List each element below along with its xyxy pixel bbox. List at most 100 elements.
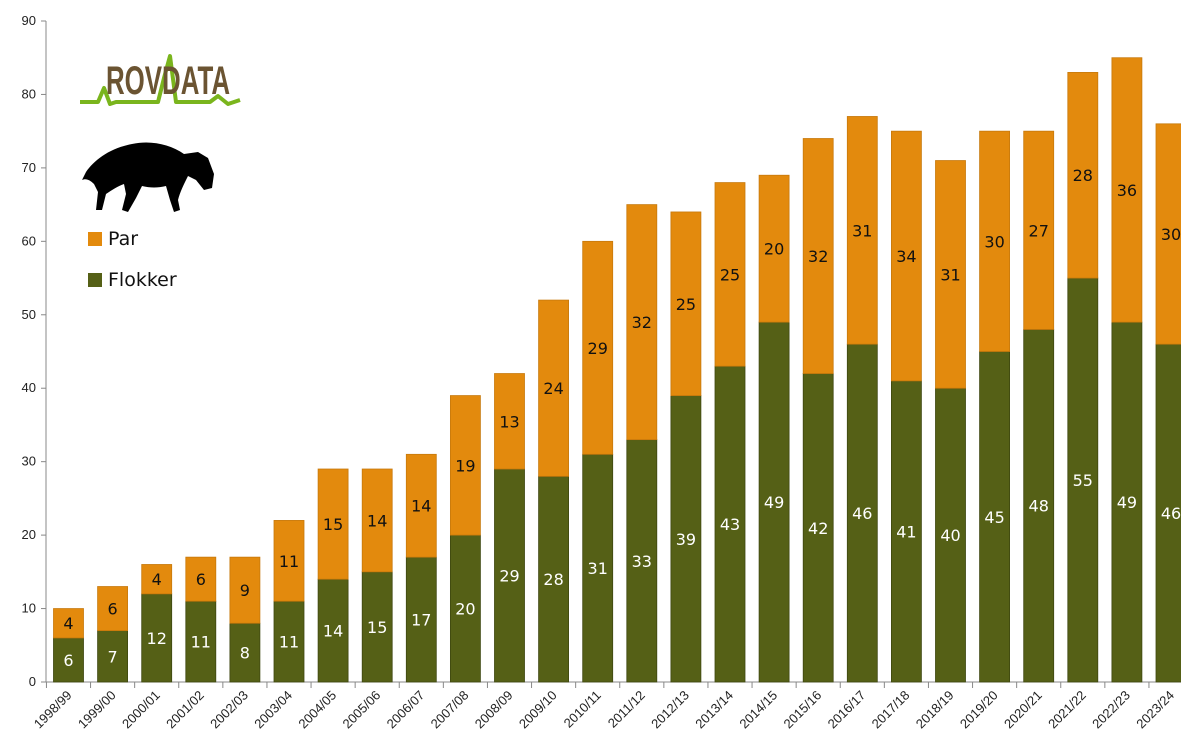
data-label-par: 4 (152, 570, 162, 589)
x-tick-label: 2022/23 (1089, 688, 1133, 732)
data-label-par: 27 (1029, 221, 1049, 240)
bar-flokker (1155, 343, 1181, 683)
data-label-par: 30 (984, 232, 1004, 251)
bar-flokker (229, 622, 261, 683)
data-label-flokker: 31 (588, 559, 608, 578)
data-label-par: 6 (108, 600, 118, 619)
data-label-par: 19 (455, 456, 475, 475)
bar-flokker (670, 395, 702, 683)
x-tick-label: 2021/22 (1045, 688, 1089, 732)
logo-text: ROVDATA (106, 59, 230, 103)
data-label-flokker: 45 (984, 508, 1004, 527)
bar-par (626, 204, 658, 441)
data-label-flokker: 42 (808, 519, 828, 538)
bar-par (53, 608, 84, 639)
y-tick-label: 40 (22, 380, 36, 395)
bar-par (1067, 72, 1099, 279)
bar-par (714, 182, 746, 367)
x-tick-label: 2004/05 (295, 688, 339, 732)
legend: Par Flokker (88, 228, 177, 310)
y-tick-label: 60 (22, 233, 36, 248)
bar-par (361, 468, 393, 573)
x-tick-label: 2005/06 (339, 688, 383, 732)
x-tick-label: 2011/12 (605, 688, 648, 731)
x-tick-label: 2009/10 (516, 688, 560, 732)
legend-swatch-par (88, 232, 102, 246)
x-tick-label: 2010/11 (561, 688, 604, 731)
y-tick-label: 50 (22, 307, 36, 322)
y-tick-label: 90 (22, 13, 36, 28)
bar-par (979, 130, 1010, 352)
x-tick-label: 2013/14 (692, 688, 736, 732)
data-label-par: 9 (240, 581, 250, 600)
bar-par (449, 395, 481, 536)
x-tick-label: 1998/99 (31, 688, 75, 732)
bar-flokker (494, 468, 525, 683)
data-label-par: 13 (499, 412, 519, 431)
data-label-flokker: 33 (632, 552, 652, 571)
bar-flokker (626, 439, 658, 683)
x-tick-label: 2017/18 (869, 688, 913, 732)
wolf-icon (82, 142, 214, 212)
legend-label-par: Par (108, 228, 139, 250)
bar-par (1111, 57, 1143, 323)
legend-item-par: Par (88, 228, 177, 250)
data-label-flokker: 55 (1073, 471, 1093, 490)
data-label-par: 36 (1117, 181, 1137, 200)
data-label-flokker: 41 (896, 522, 916, 541)
bar-flokker (141, 593, 173, 683)
data-label-flokker: 17 (411, 611, 431, 630)
data-label-par: 20 (764, 240, 784, 259)
bar-par (935, 160, 966, 389)
data-label-par: 14 (367, 511, 387, 530)
y-tick-label: 0 (29, 674, 36, 689)
bar-par (758, 174, 790, 323)
x-tick-label: 2018/19 (913, 688, 957, 732)
bar-par (405, 453, 437, 558)
data-label-flokker: 49 (1117, 493, 1137, 512)
x-tick-label: 2016/17 (825, 688, 869, 732)
bar-par (538, 299, 569, 477)
data-label-flokker: 46 (1161, 504, 1181, 523)
data-label-flokker: 49 (764, 493, 784, 512)
bar-par (1023, 130, 1055, 330)
data-label-flokker: 11 (279, 633, 299, 652)
data-label-par: 29 (588, 339, 608, 358)
legend-swatch-flokker (88, 273, 102, 287)
x-tick-label: 2019/20 (957, 688, 1001, 732)
rovdata-logo: ROVDATA (80, 54, 241, 106)
data-label-par: 34 (896, 247, 916, 266)
data-label-flokker: 40 (940, 526, 960, 545)
bar-par (229, 556, 261, 624)
bar-par (273, 520, 305, 602)
bar-par (670, 211, 702, 396)
x-tick-label: 1999/00 (75, 688, 119, 732)
x-tick-label: 2002/03 (207, 688, 251, 732)
data-label-par: 11 (279, 552, 299, 571)
data-label-flokker: 6 (63, 651, 73, 670)
x-tick-label: 2008/09 (472, 688, 516, 732)
bar-par (802, 138, 834, 374)
bar-flokker (53, 637, 84, 683)
bar-flokker (758, 321, 790, 683)
data-label-par: 25 (676, 295, 696, 314)
x-tick-label: 2020/21 (1001, 688, 1045, 732)
bar-par (317, 468, 349, 580)
data-label-flokker: 12 (147, 629, 167, 648)
legend-item-flokker: Flokker (88, 269, 177, 291)
x-tick-label: 2000/01 (119, 688, 163, 732)
x-tick-label: 2023/24 (1133, 688, 1177, 732)
y-tick-label: 80 (22, 86, 36, 101)
bar-flokker (405, 556, 437, 683)
bar-par (846, 116, 878, 345)
bar-par (891, 130, 922, 382)
legend-label-flokker: Flokker (108, 269, 177, 291)
data-label-par: 32 (808, 247, 828, 266)
data-label-flokker: 28 (543, 570, 563, 589)
data-label-flokker: 15 (367, 618, 387, 637)
data-label-par: 15 (323, 515, 343, 534)
bar-flokker (97, 630, 128, 683)
bar-flokker (935, 387, 966, 683)
x-tick-label: 2001/02 (163, 688, 207, 732)
